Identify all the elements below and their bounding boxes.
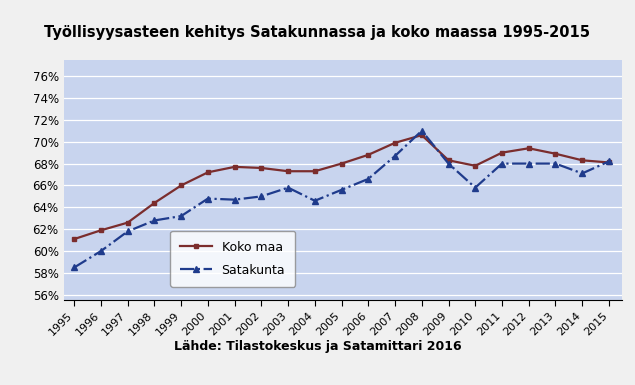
- Satakunta: [605, 159, 613, 164]
- Text: Lähde: Tilastokeskus ja Satamittari 2016: Lähde: Tilastokeskus ja Satamittari 2016: [174, 340, 461, 353]
- Satakunta: [258, 194, 265, 199]
- Koko maa: [444, 158, 452, 162]
- Satakunta: [364, 177, 372, 181]
- Satakunta: [471, 185, 479, 190]
- Satakunta: [284, 185, 292, 190]
- Satakunta: [578, 171, 586, 176]
- Satakunta: [150, 218, 158, 223]
- Satakunta: [418, 129, 425, 133]
- Koko maa: [418, 133, 425, 137]
- Satakunta: [391, 154, 399, 158]
- Koko maa: [311, 169, 319, 174]
- Satakunta: [311, 198, 319, 203]
- Satakunta: [70, 265, 78, 270]
- Line: Koko maa: Koko maa: [72, 133, 612, 241]
- Koko maa: [177, 183, 185, 188]
- Satakunta: [444, 161, 452, 166]
- Satakunta: [552, 161, 559, 166]
- Koko maa: [258, 166, 265, 170]
- Koko maa: [391, 141, 399, 145]
- Koko maa: [364, 152, 372, 157]
- Koko maa: [150, 201, 158, 205]
- Koko maa: [70, 237, 78, 241]
- Satakunta: [498, 161, 506, 166]
- Koko maa: [124, 220, 131, 225]
- Satakunta: [97, 249, 105, 253]
- Koko maa: [284, 169, 292, 174]
- Koko maa: [471, 164, 479, 168]
- Koko maa: [338, 161, 345, 166]
- Koko maa: [498, 150, 506, 155]
- Satakunta: [204, 196, 211, 201]
- Koko maa: [525, 146, 533, 151]
- Koko maa: [578, 158, 586, 162]
- Koko maa: [97, 228, 105, 233]
- Koko maa: [204, 170, 211, 175]
- Satakunta: [525, 161, 533, 166]
- Line: Satakunta: Satakunta: [71, 128, 612, 270]
- Satakunta: [124, 229, 131, 234]
- Satakunta: [231, 198, 238, 202]
- Legend: Koko maa, Satakunta: Koko maa, Satakunta: [170, 231, 295, 287]
- Koko maa: [552, 151, 559, 156]
- Text: Työllisyysasteen kehitys Satakunnassa ja koko maassa 1995-2015: Työllisyysasteen kehitys Satakunnassa ja…: [44, 25, 591, 40]
- Satakunta: [338, 187, 345, 192]
- Koko maa: [231, 164, 238, 169]
- Satakunta: [177, 214, 185, 218]
- Koko maa: [605, 160, 613, 165]
